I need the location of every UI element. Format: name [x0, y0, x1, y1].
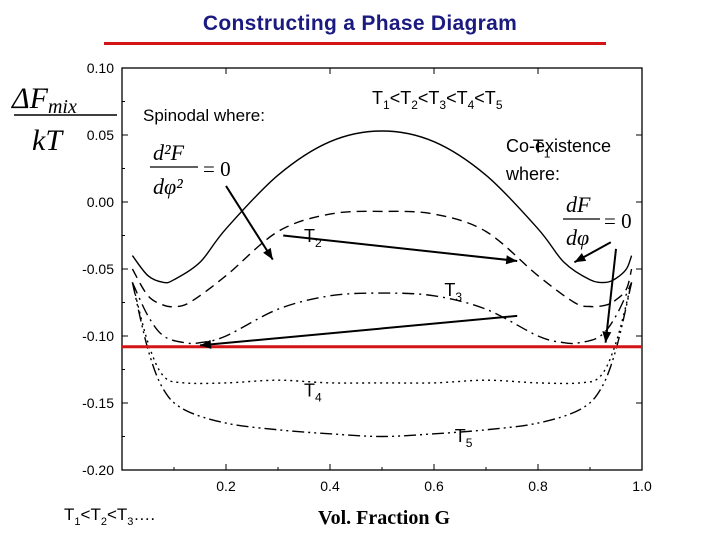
arrow-head — [200, 339, 212, 349]
slide-title: Constructing a Phase Diagram — [202, 12, 518, 35]
y-tick-label: 0.00 — [87, 194, 114, 210]
y-tick-label: -0.10 — [82, 328, 114, 344]
annotation-arrow-2 — [283, 234, 518, 265]
x-tick-label: 0.2 — [216, 478, 236, 494]
title-underline — [104, 42, 606, 45]
series-line-3 — [131, 282, 633, 345]
annotation-arrow-1 — [225, 185, 274, 261]
spinodal-label: Spinodal where: — [143, 106, 265, 125]
arrow-shaft — [283, 234, 518, 262]
y-tick-label: 0.10 — [87, 60, 114, 76]
series-group — [131, 130, 633, 438]
arrow-head — [263, 247, 273, 260]
series-labels: T1 T2 T3 T4 T5 — [304, 136, 551, 449]
x-tick-label: 0.8 — [528, 478, 548, 494]
arrow-shaft — [604, 248, 617, 343]
series-label-2: T2 — [304, 226, 322, 250]
annotation-arrow-5 — [602, 248, 617, 343]
series-label-1: T1 — [533, 136, 551, 160]
temperature-order-bottom: T1<T2<T3…. — [64, 505, 155, 528]
spinodal-eq-numerator: d²F — [153, 140, 185, 165]
arrow-shaft — [199, 314, 518, 347]
arrow-shaft — [225, 185, 274, 261]
y-tick-label: -0.20 — [82, 462, 114, 478]
x-tick-label: 0.4 — [320, 478, 340, 494]
x-tick-label: 1.0 — [632, 478, 652, 494]
series-line-5 — [131, 282, 633, 438]
x-tick-label: 0.6 — [424, 478, 444, 494]
spinodal-eq-denominator: dφ² — [153, 174, 183, 199]
plot-frame — [121, 67, 643, 471]
y-tick-label: 0.05 — [87, 127, 114, 143]
series-label-5: T5 — [455, 426, 473, 450]
coex-eq-denominator: dφ — [566, 225, 589, 250]
series-line-1 — [131, 130, 633, 284]
y-tick-label: -0.15 — [82, 395, 114, 411]
coex-eq-numerator: dF — [566, 192, 591, 217]
arrows-group — [199, 185, 617, 349]
series-label-4: T4 — [304, 380, 322, 404]
annotation-arrow-4 — [573, 241, 612, 264]
arrow-head — [505, 255, 518, 265]
series-label-3: T3 — [444, 280, 462, 304]
series-line-4 — [131, 282, 633, 385]
coexistence-label: Co-existence — [506, 136, 611, 156]
series-line-2 — [131, 210, 633, 308]
x-axis-label: Vol. Fraction G — [318, 507, 450, 529]
spinodal-eq-rhs: = 0 — [203, 157, 231, 181]
ylabel-top: ΔFmix — [11, 82, 77, 118]
ylabel-bottom: kT — [32, 124, 64, 157]
axis-ticks: 0.10 0.05 0.00 -0.05 -0.10 -0.15 -0.20 0.2 0.4 0.… — [82, 60, 652, 494]
coexistence-where: where: — [505, 164, 560, 184]
coex-eq-rhs: = 0 — [604, 209, 632, 233]
arrow-head — [574, 253, 587, 263]
temperature-order-top: T1<T2<T3<T4<T5 — [372, 88, 503, 112]
arrow-head — [602, 331, 612, 343]
annotation-arrow-3 — [199, 314, 518, 349]
y-tick-label: -0.05 — [82, 261, 114, 277]
